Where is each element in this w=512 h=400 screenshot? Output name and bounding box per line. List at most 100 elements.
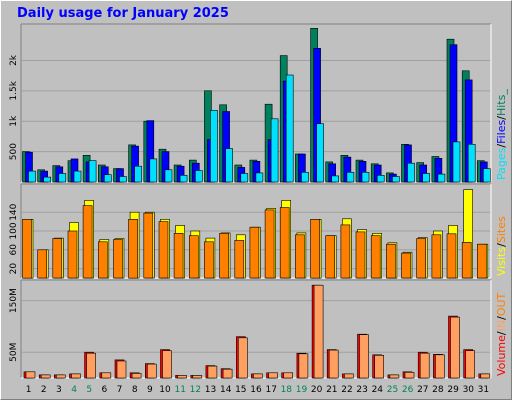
bar-in-day-27 (419, 352, 430, 379)
legend-label: Volume (495, 335, 508, 376)
bar-sites-day-15 (234, 240, 245, 279)
x-tick-label-day: 30 (463, 385, 475, 395)
legend-volume: Volume/IN/OUT (495, 292, 508, 376)
y-tick-label: 140 (9, 203, 19, 220)
bar-in-day-8 (131, 373, 142, 379)
bar-sites-day-5 (82, 205, 93, 279)
bar-pages-day-24 (376, 175, 385, 183)
bar-sites-day-9 (143, 212, 154, 279)
legend-separator: / (495, 243, 508, 247)
y-tick-label: 50M (9, 343, 19, 362)
bar-pages-day-12 (195, 170, 203, 183)
legend-label: IN (495, 320, 508, 331)
bar-pages-day-16 (255, 172, 264, 183)
bar-sites-day-30 (461, 242, 472, 279)
x-tick-label-day: 5 (86, 385, 92, 395)
x-tick-label-day: 18 (281, 385, 293, 395)
legend-label: Files (495, 119, 508, 143)
bar-pages-day-11 (179, 175, 188, 183)
y-tick-label: 1k (9, 115, 19, 127)
bar-in-day-6 (101, 372, 112, 379)
bar-sites-day-24 (370, 235, 381, 279)
bar-in-day-14 (222, 368, 233, 379)
x-tick-label-day: 14 (220, 385, 232, 395)
x-tick-label-day: 28 (432, 385, 444, 395)
bar-in-day-9 (147, 363, 157, 379)
bar-sites-day-20 (310, 219, 320, 279)
bar-sites-day-10 (158, 221, 169, 279)
bar-pages-day-8 (134, 165, 142, 183)
x-tick-label-day: 7 (117, 385, 123, 395)
bar-sites-day-11 (173, 233, 184, 279)
bar-in-day-13 (207, 365, 218, 379)
bar-sites-day-21 (325, 235, 336, 279)
bar-sites-day-12 (189, 235, 199, 279)
x-tick-label-day: 27 (417, 385, 428, 395)
bar-pages-day-27 (422, 173, 431, 183)
bar-sites-day-2 (37, 249, 48, 279)
x-tick-label-day: 20 (311, 385, 323, 395)
legend-separator: / (495, 316, 508, 320)
bar-sites-day-31 (476, 243, 487, 279)
bar-sites-day-28 (431, 234, 442, 279)
bar-pages-day-22 (346, 172, 355, 183)
bar-pages-day-17 (270, 118, 279, 183)
x-tick-label-day: 25 (387, 385, 398, 395)
chart-title: Daily usage for January 2025 (17, 6, 229, 21)
bar-in-day-11 (177, 375, 187, 379)
y-tick-label: 2k (9, 54, 19, 66)
y-tick-label: 1.5k (9, 80, 19, 100)
bar-sites-day-23 (355, 231, 366, 279)
bar-sites-day-6 (98, 241, 108, 279)
bar-in-day-4 (71, 373, 81, 379)
x-tick-label-day: 1 (26, 385, 32, 395)
bar-in-day-5 (86, 352, 96, 379)
legend-label: Visits (495, 247, 508, 276)
legend-label: Hits_ (495, 89, 508, 116)
bar-pages-day-6 (104, 174, 112, 183)
x-tick-label-day: 11 (174, 385, 185, 395)
x-tick-label-day: 15 (235, 385, 246, 395)
x-tick-label-day: 21 (326, 385, 337, 395)
bar-pages-day-23 (361, 172, 370, 183)
x-tick-label-day: 6 (102, 385, 108, 395)
legend-visits-sites: Visits/Sites (495, 216, 508, 276)
bar-in-day-22 (344, 373, 354, 379)
x-tick-label-day: 13 (205, 385, 216, 395)
bar-pages-day-10 (164, 169, 173, 183)
bar-pages-day-15 (240, 173, 249, 183)
bar-in-day-24 (374, 354, 385, 379)
bar-sites-day-17 (264, 209, 275, 279)
x-tick-label-day: 9 (147, 385, 153, 395)
bar-sites-day-26 (401, 252, 411, 279)
bar-in-day-21 (328, 349, 339, 379)
bar-sites-day-3 (52, 238, 63, 279)
bar-pages-day-2 (43, 176, 52, 183)
bar-pages-day-4 (73, 170, 82, 183)
bar-pages-day-25 (392, 176, 400, 183)
bar-sites-day-7 (113, 239, 123, 279)
bar-pages-day-28 (437, 173, 446, 183)
bar-pages-day-1 (28, 170, 36, 183)
bar-sites-day-1 (22, 219, 32, 279)
bar-pages-day-14 (225, 148, 233, 183)
legend-label: OUT (495, 292, 508, 316)
legend-separator: / (495, 116, 508, 120)
x-tick-label-day: 19 (296, 385, 308, 395)
y-tick-label: 20 (9, 263, 19, 275)
x-tick-label-day: 3 (56, 385, 62, 395)
bar-pages-day-30 (467, 144, 476, 183)
y-tick-label: 150M (9, 288, 19, 313)
plot-area-volume (21, 280, 491, 378)
bar-in-day-16 (253, 373, 263, 379)
x-tick-label-day: 10 (159, 385, 171, 395)
x-tick-label-day: 4 (71, 385, 77, 395)
legend-separator: / (495, 144, 508, 148)
bar-in-day-26 (404, 371, 415, 379)
bar-pages-day-18 (285, 74, 294, 183)
bar-pages-day-7 (119, 176, 127, 183)
bar-pages-day-20 (316, 123, 324, 183)
bar-in-day-23 (359, 334, 369, 379)
bar-in-day-30 (465, 350, 476, 379)
